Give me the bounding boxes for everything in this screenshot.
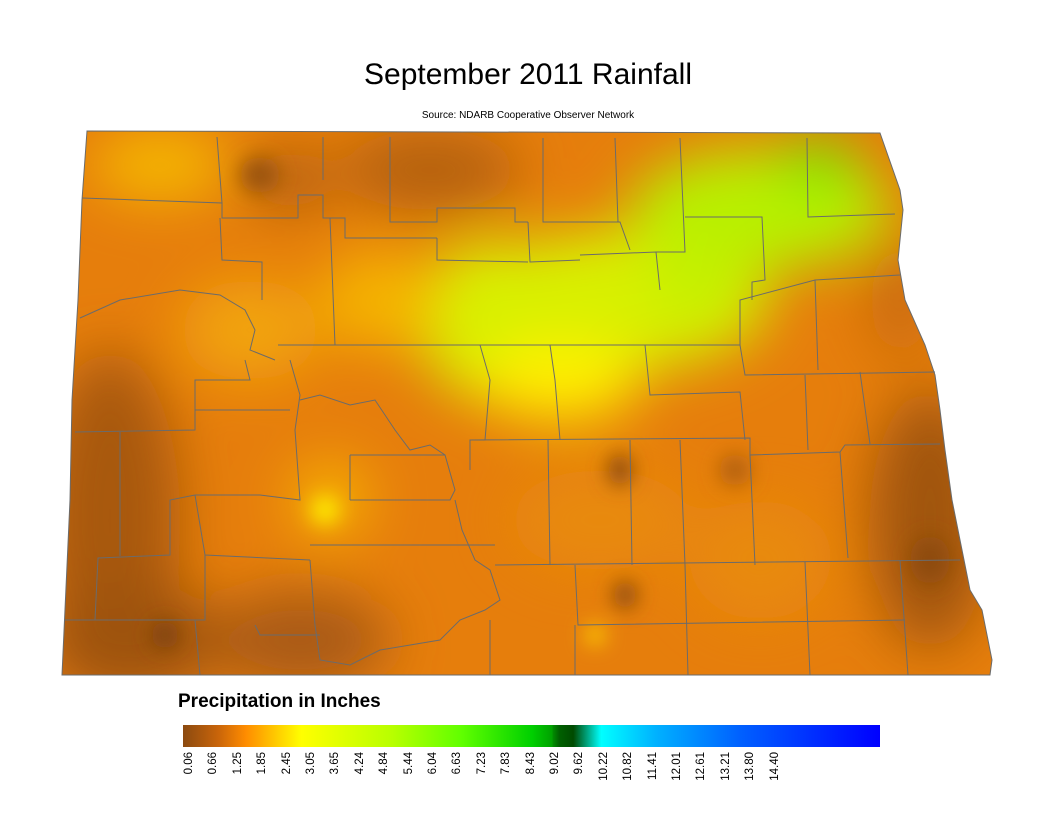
legend-tick-label: 6.04 bbox=[427, 752, 439, 775]
map-title: September 2011 Rainfall bbox=[364, 58, 692, 91]
legend-tick-label: 0.66 bbox=[207, 752, 220, 775]
legend-tick-label: 3.05 bbox=[305, 752, 317, 775]
map-subtitle: Source: NDARB Cooperative Observer Netwo… bbox=[421, 110, 635, 121]
legend-tick-labels: 0.06 0.66 1.25 1.85 2.45 3.05 3.65 4.24 4.84 5.44… bbox=[183, 752, 880, 812]
legend-tick-label: 0.06 bbox=[183, 752, 195, 775]
legend-tick-label: 9.62 bbox=[573, 752, 586, 775]
legend-tick-label: 12.01 bbox=[671, 752, 683, 781]
legend-title: Precipitation in Inches bbox=[178, 691, 381, 712]
legend-tick-label: 1.25 bbox=[231, 752, 244, 775]
precip-spots bbox=[151, 157, 950, 649]
legend-tick-label: 2.45 bbox=[280, 752, 293, 775]
county-lines bbox=[61, 130, 993, 676]
legend-tick-label: 10.82 bbox=[622, 752, 635, 781]
legend-tick-label: 5.44 bbox=[402, 752, 415, 775]
legend-tick-label: 14.40 bbox=[768, 752, 781, 781]
legend-tick-label: 6.63 bbox=[451, 752, 464, 775]
legend-tick-label: 11.41 bbox=[646, 752, 659, 780]
legend-tick-label: 13.80 bbox=[744, 752, 757, 781]
legend-color-bar bbox=[183, 725, 880, 747]
legend-tick-label: 4.84 bbox=[378, 752, 391, 775]
legend-tick-label: 7.23 bbox=[475, 752, 488, 775]
legend-tick-label: 9.02 bbox=[549, 752, 561, 775]
legend-tick-label: 7.83 bbox=[500, 752, 513, 775]
legend-tick-label: 1.85 bbox=[256, 752, 269, 775]
legend-tick-label: 13.21 bbox=[719, 752, 732, 781]
legend-tick-label: 3.65 bbox=[329, 752, 342, 775]
precip-blobs bbox=[62, 131, 990, 675]
legend-tick-label: 4.24 bbox=[353, 752, 366, 775]
precip-surface bbox=[62, 131, 992, 675]
legend-tick-label: 8.43 bbox=[524, 752, 537, 775]
legend-tick-label: 12.61 bbox=[695, 752, 708, 781]
legend-tick-label: 10.22 bbox=[597, 752, 610, 781]
